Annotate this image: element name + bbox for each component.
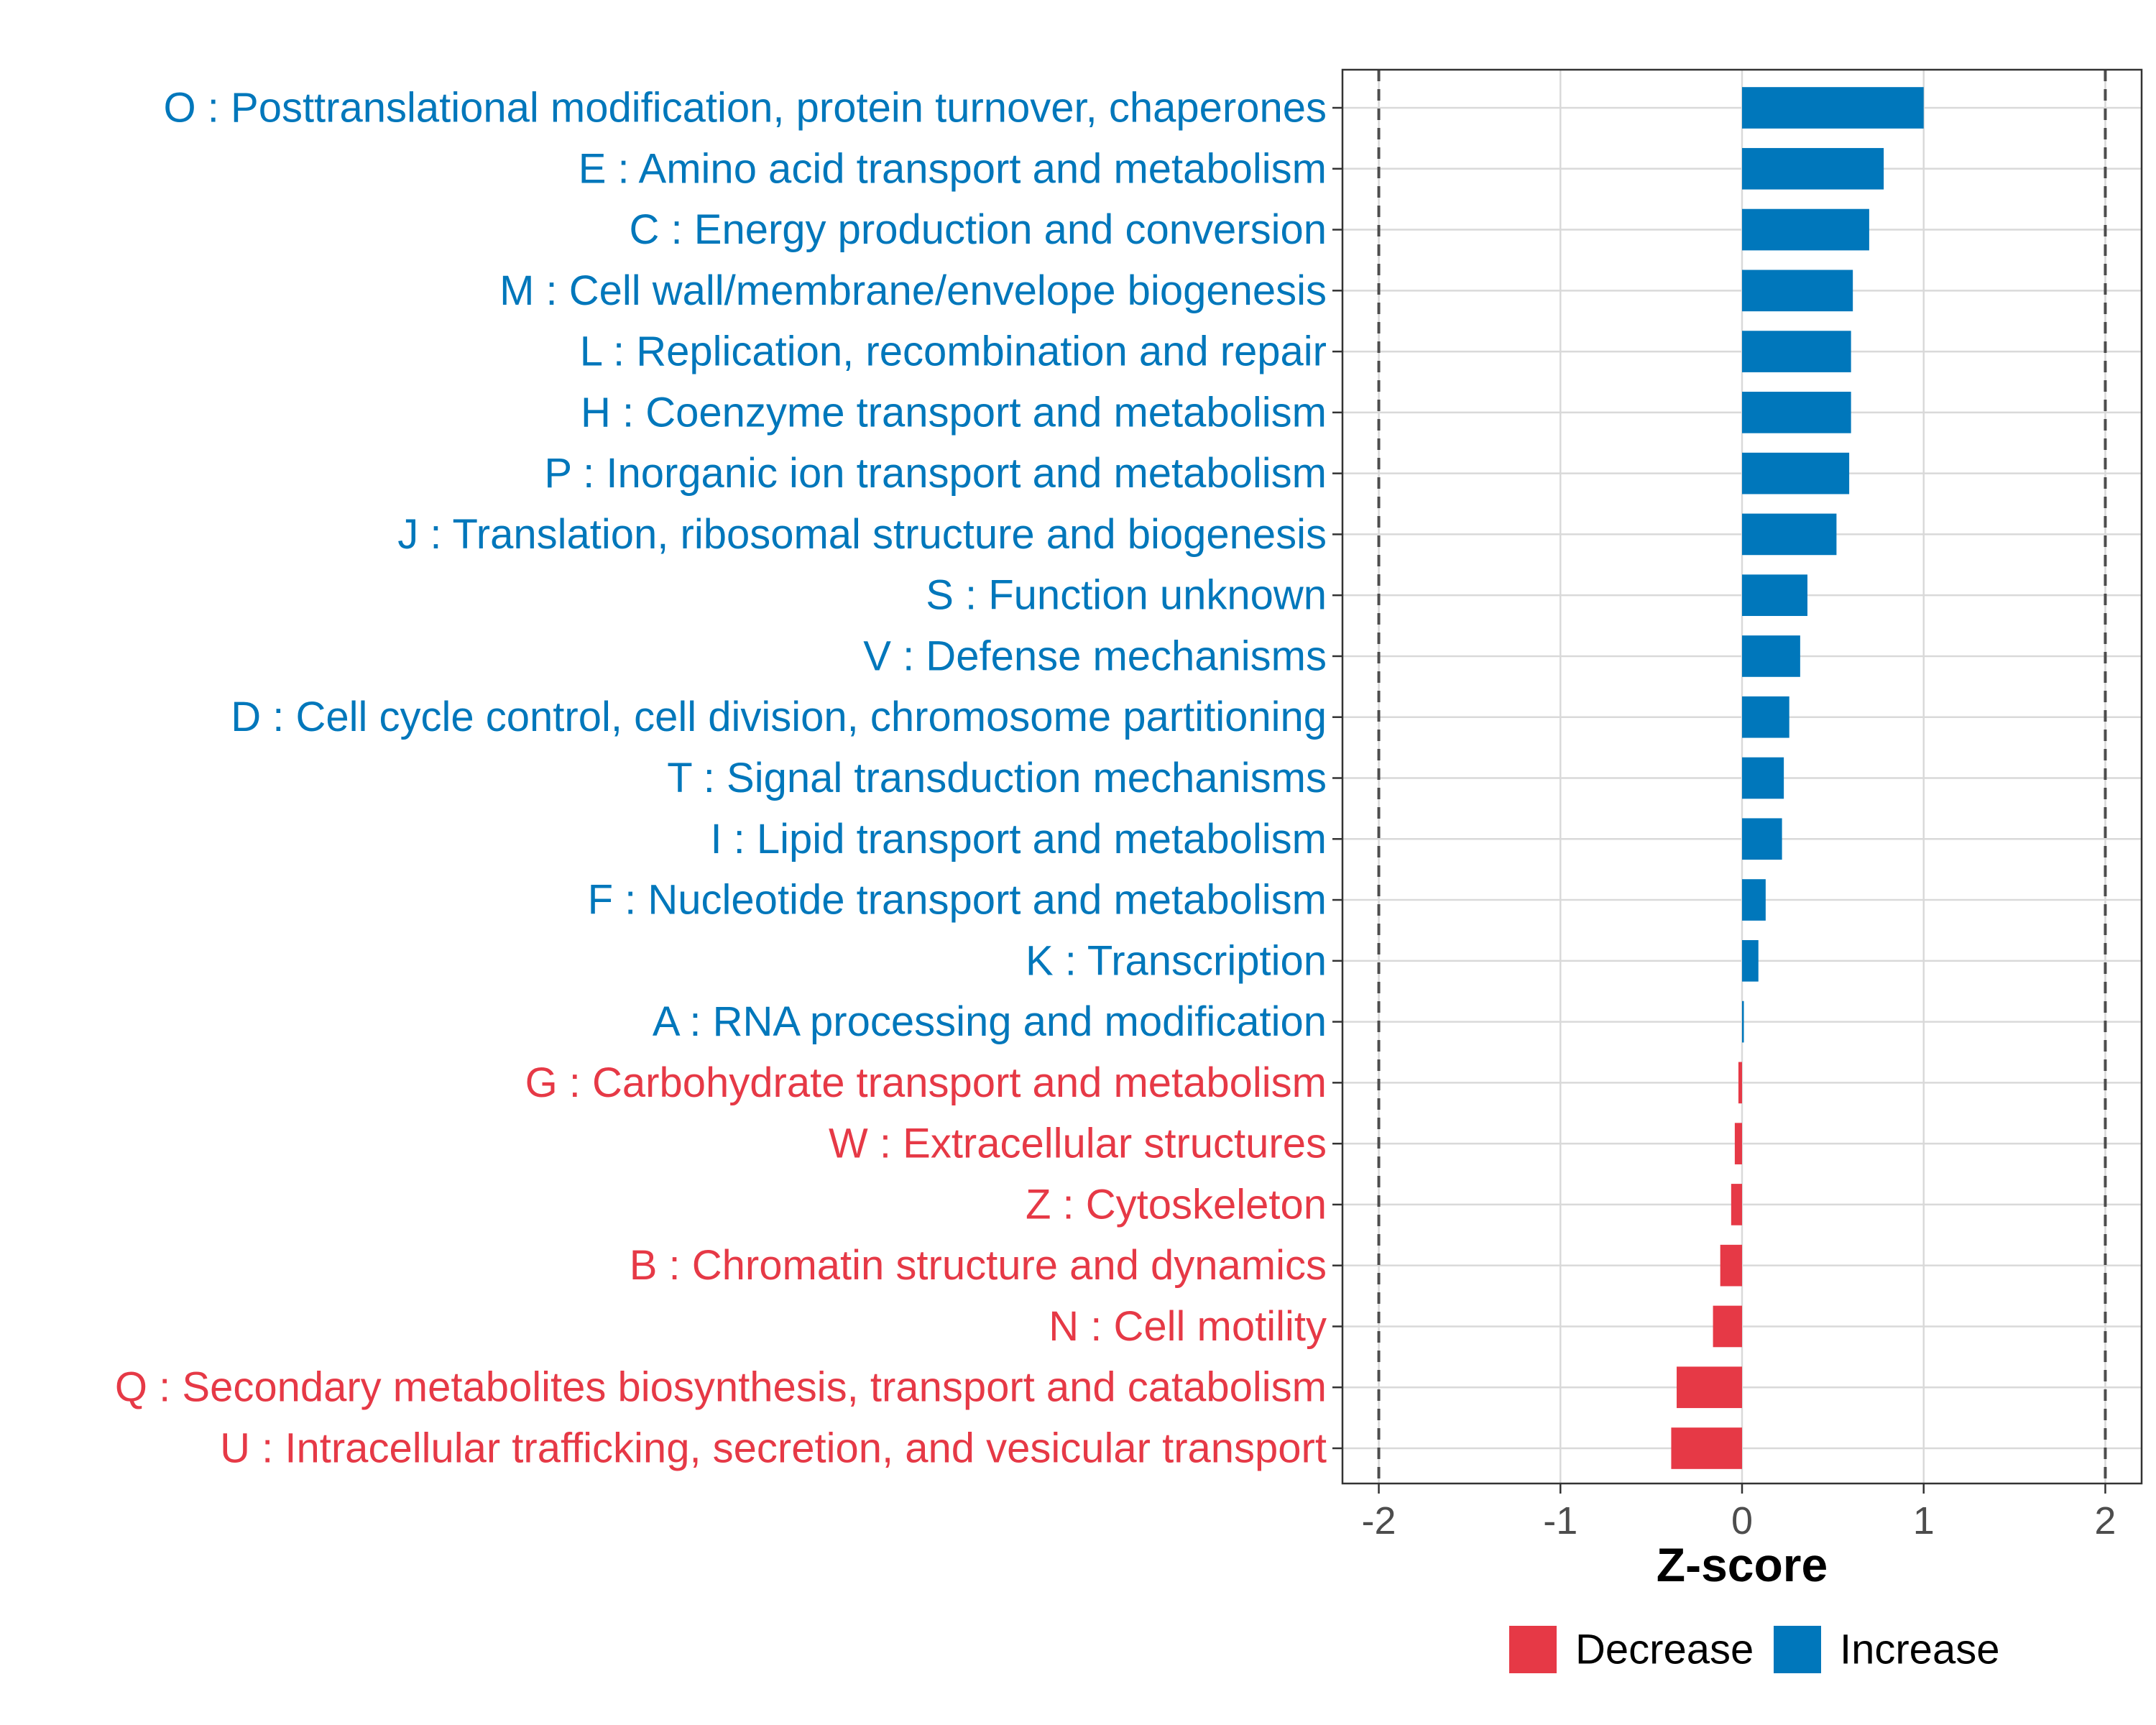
category-label: F : Nucleotide transport and metabolism: [588, 877, 1327, 924]
legend-key: [1774, 1626, 1821, 1673]
x-tick-label: 1: [1913, 1499, 1935, 1542]
category-label: P : Inorganic ion transport and metaboli…: [544, 450, 1327, 497]
category-label: L : Replication, recombination and repai…: [580, 328, 1327, 375]
category-label: M : Cell wall/membrane/envelope biogenes…: [499, 267, 1327, 314]
category-label: U : Intracellular trafficking, secretion…: [220, 1425, 1327, 1472]
bar: [1734, 1123, 1742, 1164]
category-label: T : Signal transduction mechanisms: [667, 755, 1327, 801]
bar: [1742, 696, 1789, 738]
reference-lines: [1377, 70, 2107, 1484]
bar: [1742, 513, 1837, 556]
x-tick-label: 2: [2094, 1499, 2116, 1542]
bar: [1742, 818, 1782, 860]
legend: Decrease Increase: [1509, 1626, 1999, 1673]
category-label: S : Function unknown: [926, 572, 1327, 619]
category-label: V : Defense mechanisms: [863, 632, 1327, 679]
bar: [1742, 392, 1851, 433]
bar: [1742, 452, 1850, 494]
category-label: G : Carbohydrate transport and metabolis…: [525, 1059, 1327, 1106]
category-label: N : Cell motility: [1049, 1303, 1327, 1350]
category-label: E : Amino acid transport and metabolism: [579, 145, 1327, 192]
category-label: O : Posttranslational modification, prot…: [164, 85, 1327, 132]
category-label: Q : Secondary metabolites biosynthesis, …: [115, 1364, 1327, 1411]
bar: [1731, 1184, 1742, 1225]
category-label: K : Transcription: [1026, 937, 1327, 984]
category-label: J : Translation, ribosomal structure and…: [397, 511, 1327, 558]
bar: [1671, 1427, 1742, 1469]
x-axis-title: Z-score: [1657, 1538, 1828, 1591]
bar: [1742, 208, 1869, 251]
category-label: Z : Cytoskeleton: [1026, 1181, 1327, 1228]
bar: [1738, 1062, 1742, 1104]
bar: [1742, 331, 1851, 372]
category-label: D : Cell cycle control, cell division, c…: [231, 694, 1327, 740]
x-axis-ticks: -2 -1 0 1 2: [1362, 1484, 2116, 1542]
legend-key: [1509, 1626, 1557, 1673]
category-labels: O : Posttranslational modification, prot…: [115, 85, 1327, 1472]
bar: [1713, 1305, 1742, 1348]
bar: [1720, 1244, 1742, 1287]
legend-label: Increase: [1840, 1627, 1999, 1673]
legend-label: Decrease: [1575, 1627, 1754, 1673]
bar: [1742, 574, 1807, 617]
category-label: B : Chromatin structure and dynamics: [630, 1242, 1327, 1289]
category-label: H : Coenzyme transport and metabolism: [581, 389, 1327, 436]
bar: [1742, 879, 1766, 921]
category-label: I : Lipid transport and metabolism: [710, 816, 1327, 862]
bars: [1671, 87, 1924, 1469]
x-tick-label: -1: [1543, 1499, 1577, 1542]
bar: [1742, 270, 1853, 312]
x-tick-label: 0: [1731, 1499, 1753, 1542]
x-tick-label: -2: [1362, 1499, 1396, 1542]
category-label: W : Extracellular structures: [829, 1121, 1327, 1167]
bar: [1742, 87, 1924, 129]
category-label: C : Energy production and conversion: [630, 206, 1327, 253]
bar: [1742, 757, 1784, 799]
bar: [1677, 1366, 1742, 1409]
category-label: A : RNA processing and modification: [653, 998, 1327, 1045]
bar: [1742, 147, 1884, 190]
y-axis-ticks: [1332, 106, 1342, 1450]
bar: [1742, 635, 1800, 677]
bar: [1742, 939, 1759, 982]
bar: [1742, 1000, 1744, 1043]
